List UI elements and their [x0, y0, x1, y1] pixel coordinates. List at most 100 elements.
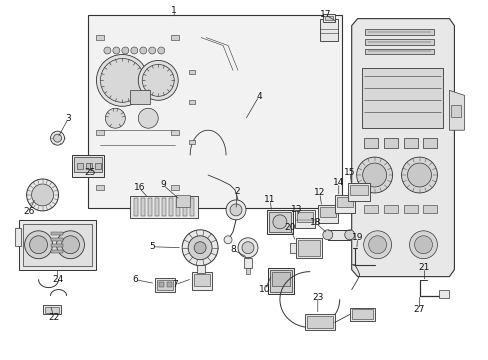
Bar: [22, 224, 92, 266]
Circle shape: [140, 47, 146, 54]
Text: 11: 11: [264, 195, 275, 204]
Bar: [349, 307, 374, 321]
Bar: [296, 212, 312, 222]
Bar: [190, 198, 194, 216]
Text: 23: 23: [311, 293, 323, 302]
Circle shape: [105, 108, 125, 128]
Bar: [266, 210, 292, 234]
Bar: [351, 310, 372, 319]
Bar: [322, 14, 334, 22]
Text: 6: 6: [132, 275, 138, 284]
Bar: [95, 163, 101, 169]
Circle shape: [322, 230, 332, 240]
Bar: [42, 305, 61, 315]
Bar: [50, 250, 62, 253]
Bar: [349, 185, 367, 195]
Text: 26: 26: [23, 207, 34, 216]
Bar: [141, 198, 145, 216]
Circle shape: [122, 47, 128, 54]
Bar: [134, 198, 138, 216]
Circle shape: [362, 163, 386, 187]
Bar: [423, 205, 437, 213]
Bar: [347, 183, 369, 201]
Bar: [334, 195, 354, 213]
Bar: [189, 71, 195, 75]
Bar: [197, 265, 204, 273]
Text: 7: 7: [172, 280, 178, 289]
Bar: [44, 306, 59, 314]
Text: 18: 18: [309, 218, 321, 227]
Circle shape: [194, 242, 205, 254]
Bar: [176, 195, 190, 207]
Bar: [267, 268, 293, 293]
Text: 24: 24: [52, 275, 63, 284]
Circle shape: [50, 131, 64, 145]
Bar: [130, 90, 150, 104]
Text: 19: 19: [351, 233, 363, 242]
Polygon shape: [174, 193, 192, 218]
Circle shape: [24, 231, 52, 259]
Bar: [319, 19, 337, 41]
Circle shape: [182, 230, 218, 266]
Circle shape: [148, 47, 156, 54]
Bar: [162, 198, 166, 216]
Bar: [171, 185, 179, 190]
Bar: [327, 230, 349, 240]
Circle shape: [158, 47, 164, 54]
Bar: [77, 163, 83, 169]
Circle shape: [238, 238, 258, 258]
Bar: [295, 238, 321, 258]
Text: 12: 12: [313, 188, 325, 197]
Text: 3: 3: [65, 114, 71, 123]
Bar: [194, 274, 210, 285]
Bar: [74, 157, 102, 172]
Bar: [269, 270, 291, 292]
Circle shape: [30, 236, 47, 254]
Circle shape: [113, 47, 120, 54]
Bar: [189, 100, 195, 104]
Circle shape: [103, 47, 111, 54]
Text: 27: 27: [413, 305, 425, 314]
Circle shape: [138, 108, 158, 128]
Bar: [192, 272, 212, 289]
Bar: [155, 278, 175, 292]
Circle shape: [26, 179, 59, 211]
Text: 8: 8: [230, 245, 235, 254]
Circle shape: [242, 242, 253, 254]
Circle shape: [407, 163, 430, 187]
Text: 22: 22: [48, 313, 59, 322]
Circle shape: [272, 215, 286, 229]
Bar: [50, 232, 62, 235]
Circle shape: [131, 47, 138, 54]
Bar: [155, 198, 159, 216]
Bar: [364, 28, 433, 35]
Bar: [336, 197, 352, 207]
Circle shape: [229, 204, 242, 216]
Bar: [189, 140, 195, 144]
Circle shape: [96, 54, 148, 106]
Bar: [96, 130, 104, 135]
Circle shape: [363, 231, 391, 259]
Bar: [439, 289, 448, 298]
Circle shape: [224, 236, 232, 244]
Circle shape: [368, 236, 386, 254]
Bar: [383, 138, 397, 148]
Bar: [86, 163, 92, 169]
Circle shape: [408, 231, 437, 259]
Bar: [317, 205, 337, 223]
Text: 20: 20: [284, 223, 295, 232]
Circle shape: [344, 230, 354, 240]
Bar: [130, 196, 198, 218]
Text: 16: 16: [133, 184, 145, 193]
Bar: [96, 185, 104, 190]
Text: 25: 25: [84, 167, 96, 176]
Text: 5: 5: [149, 242, 155, 251]
Bar: [306, 316, 332, 328]
Circle shape: [53, 134, 61, 142]
Bar: [423, 138, 437, 148]
Bar: [289, 243, 295, 253]
Bar: [15, 228, 20, 246]
Circle shape: [61, 236, 80, 254]
Bar: [324, 15, 332, 20]
Bar: [319, 207, 335, 217]
